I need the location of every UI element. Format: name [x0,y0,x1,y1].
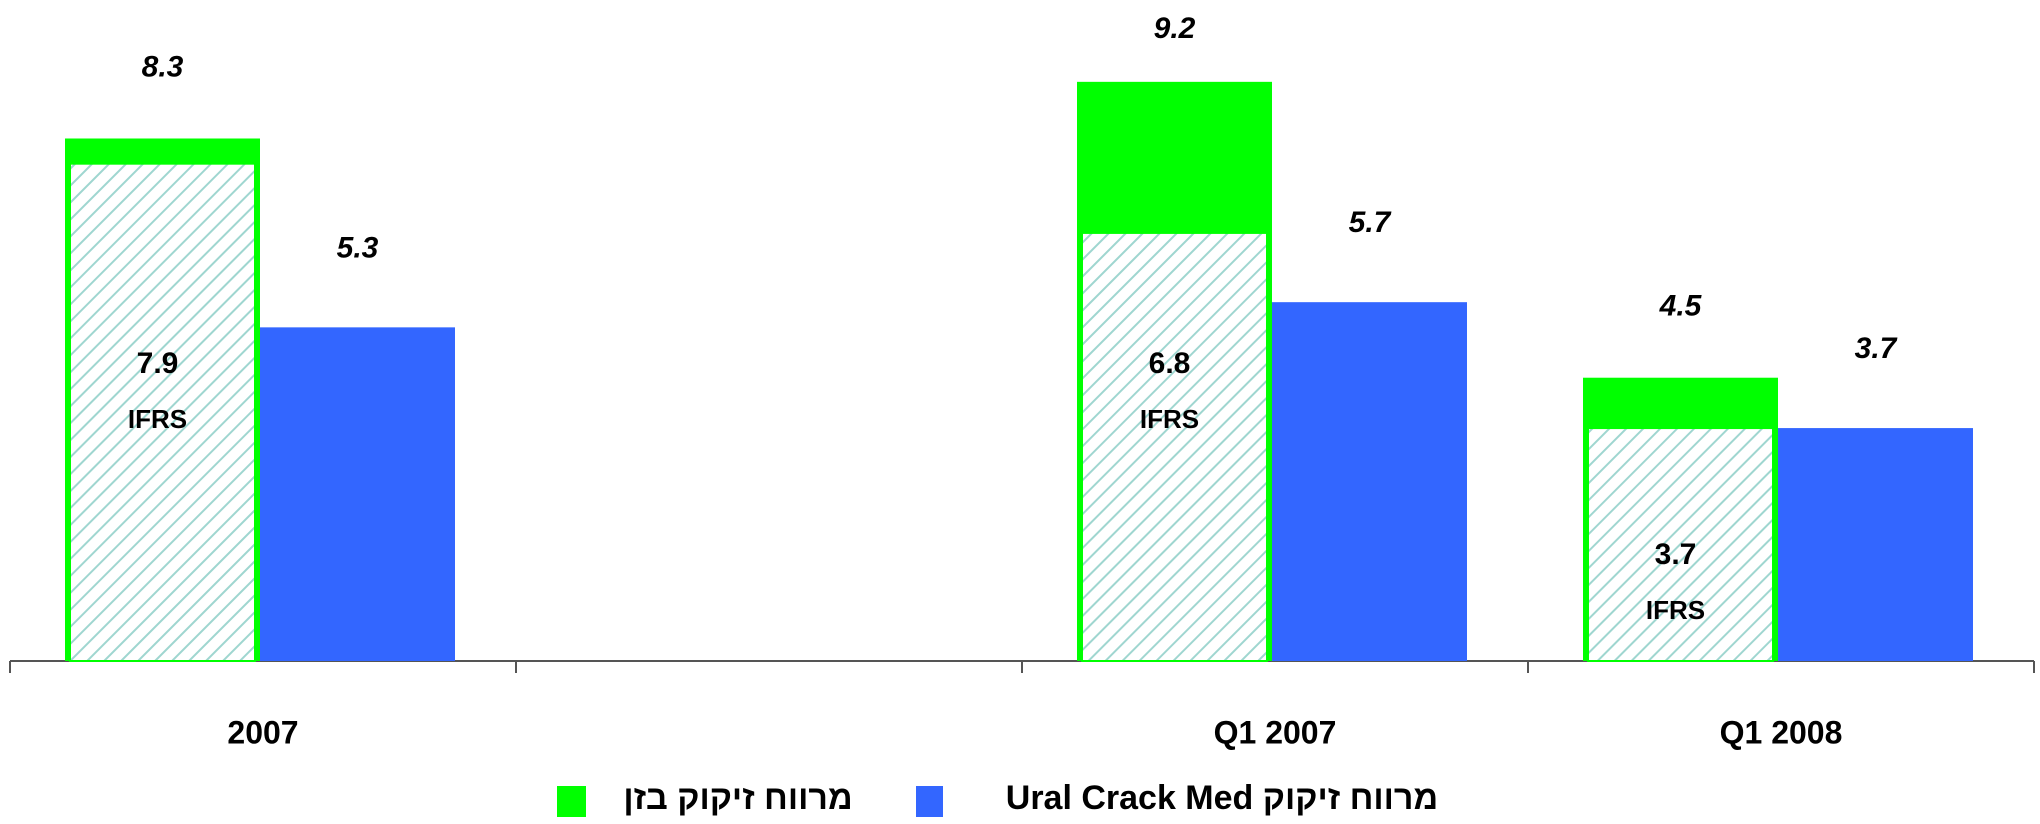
x-tick-label: 2007 [227,714,298,750]
value-label: 4.5 [1659,290,1703,323]
ifrs-label: IFRS [128,404,187,434]
ifrs-value-label: 3.7 [1655,538,1697,571]
x-tick-label: Q1 2007 [1214,714,1337,750]
ifrs-bar [1587,427,1774,663]
ifrs-label: IFRS [1646,595,1705,625]
ifrs-label: IFRS [1140,404,1199,434]
x-tick-label: Q1 2008 [1720,714,1843,750]
value-label: 9.2 [1154,12,1196,45]
ifrs-value-label: 6.8 [1149,347,1191,380]
bar [1778,428,1973,661]
legend-label: מרווח זיקוק בזן [623,779,852,817]
ifrs-value-label: 7.9 [137,347,179,380]
value-label: 5.7 [1349,206,1392,239]
value-label: 3.7 [1855,332,1898,365]
bar [1272,302,1467,661]
value-label: 8.3 [142,50,184,83]
ifrs-bar [1081,231,1268,663]
legend-swatch [557,786,586,817]
ifrs-bar [69,162,256,663]
bar [260,327,455,661]
legend-label: מרווח זיקוק Ural Crack Med [1006,779,1438,817]
value-label: 5.3 [337,231,379,264]
legend-swatch [916,786,943,817]
